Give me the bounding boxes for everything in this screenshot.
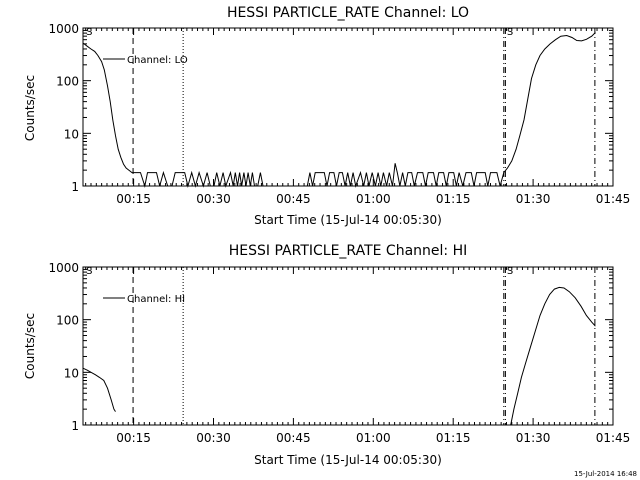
x-tick-label: 00:30 [196, 192, 231, 206]
x-tick-label: 00:30 [196, 431, 231, 445]
x-tick-label: 00:45 [276, 431, 311, 445]
plot-frame [82, 266, 614, 426]
hi-x-axis-label: Start Time (15-Jul-14 00:05:30) [254, 453, 442, 467]
hi-y-axis-label: Counts/sec [23, 313, 37, 379]
series-line [82, 32, 596, 188]
lo-channel-panel: HESSI PARTICLE_RATE Channel: LO Start Ti… [23, 5, 630, 227]
x-tick-label: 01:30 [516, 192, 551, 206]
y-tick-label: 1 [71, 419, 79, 433]
lo-x-axis-label: Start Time (15-Jul-14 00:05:30) [254, 213, 442, 227]
series-line [82, 367, 116, 412]
x-tick-label: 01:15 [436, 192, 471, 206]
saa-marker: S [507, 27, 513, 38]
y-tick-label: 1 [71, 180, 79, 194]
hi-channel-panel: HESSI PARTICLE_RATE Channel: HI Start Ti… [23, 243, 630, 467]
x-tick-label: 00:15 [116, 431, 151, 445]
x-tick-label: 01:30 [516, 431, 551, 445]
y-tick-label: 1000 [48, 261, 79, 275]
y-tick-label: 100 [56, 75, 79, 89]
series-line [510, 286, 596, 426]
y-tick-label: 10 [64, 366, 79, 380]
legend-label: Channel: LO [127, 55, 188, 66]
saa-marker: S [86, 27, 92, 38]
legend-label: Channel: HI [127, 294, 185, 305]
saa-marker: S [507, 266, 513, 277]
y-tick-label: 10 [64, 127, 79, 141]
x-tick-label: 01:00 [356, 431, 391, 445]
plot-frame [82, 27, 614, 187]
lo-y-axis-label: Counts/sec [23, 75, 37, 141]
footer-timestamp: 15-Jul-2014 16:48 [574, 470, 637, 478]
x-tick-label: 00:45 [276, 192, 311, 206]
x-tick-label: 01:15 [436, 431, 471, 445]
x-tick-label: 01:45 [596, 192, 631, 206]
y-tick-label: 100 [56, 314, 79, 328]
x-tick-label: 00:15 [116, 192, 151, 206]
x-tick-label: 01:00 [356, 192, 391, 206]
hi-chart-title: HESSI PARTICLE_RATE Channel: HI [229, 243, 467, 259]
y-tick-label: 1000 [48, 22, 79, 36]
lo-chart-title: HESSI PARTICLE_RATE Channel: LO [227, 5, 469, 21]
saa-marker: S [86, 266, 92, 277]
x-tick-label: 01:45 [596, 431, 631, 445]
